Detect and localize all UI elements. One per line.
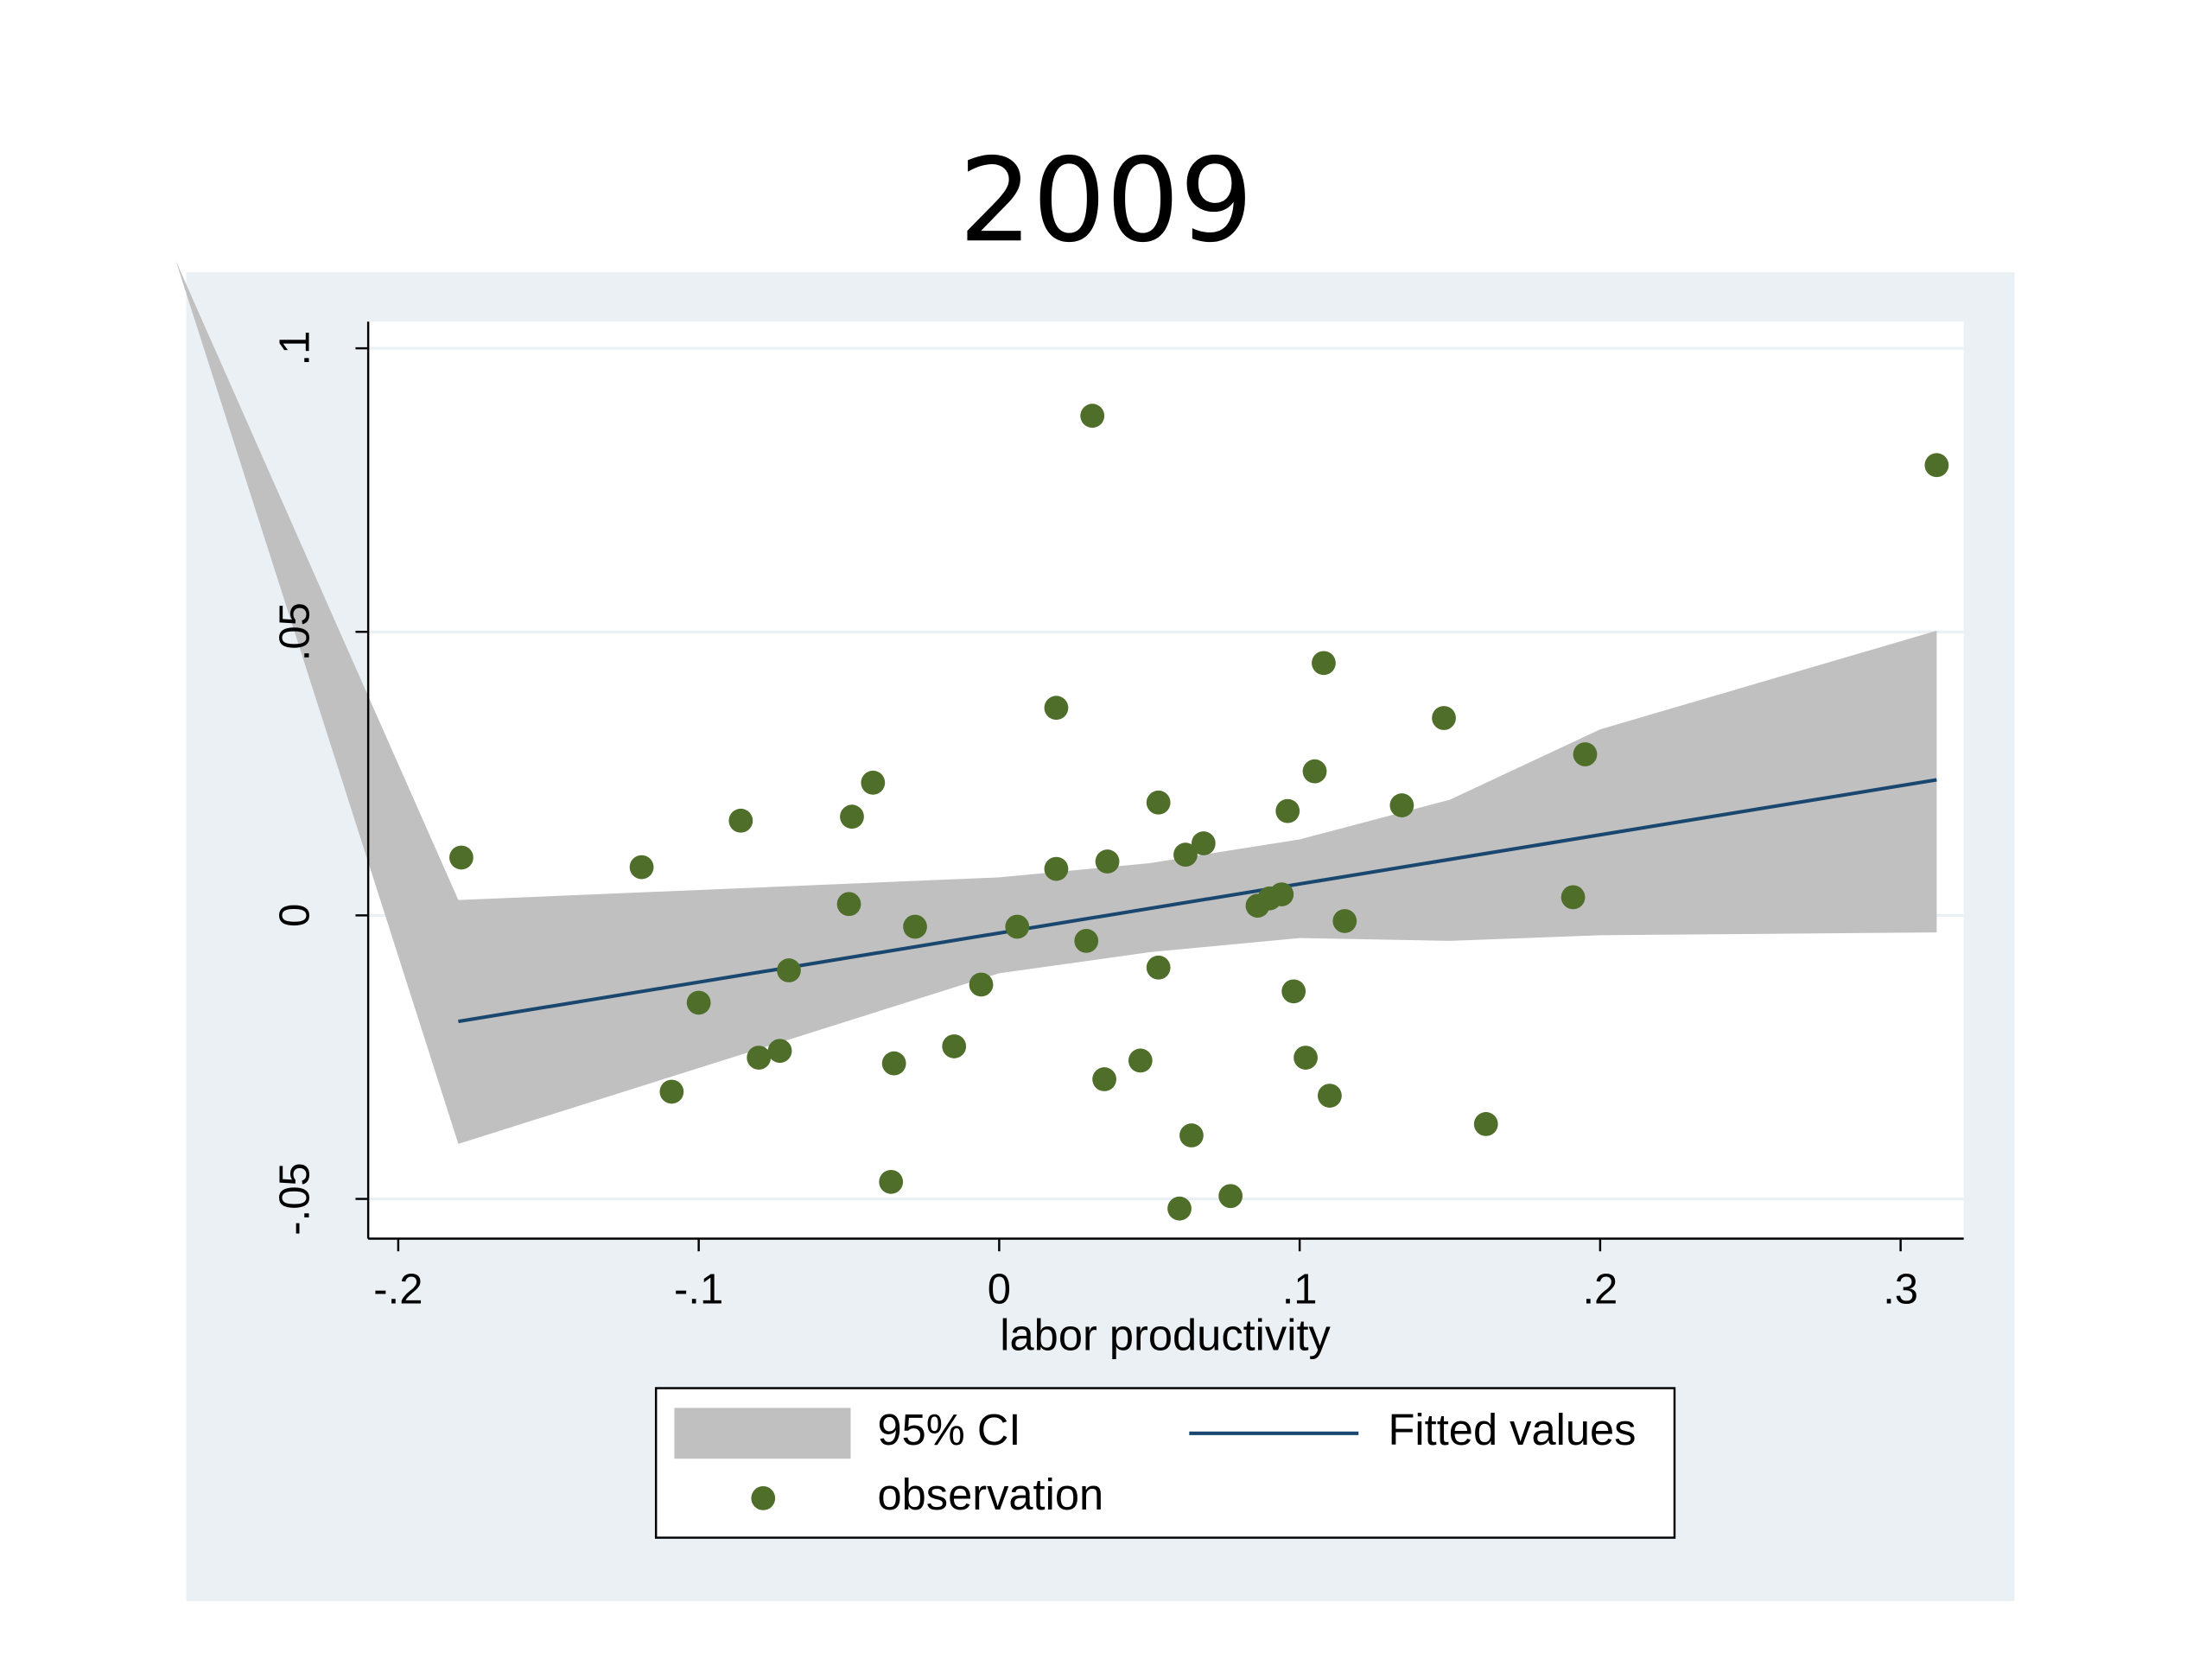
x-tick-label: .2	[1582, 1266, 1618, 1313]
point	[1095, 849, 1120, 874]
y-tick-label: .05	[271, 602, 318, 661]
point	[836, 892, 861, 917]
point	[1432, 706, 1456, 730]
point	[767, 1039, 792, 1064]
axes: -.05 0 .05 .1 -.2 -.1 0 .1 .2 .3	[271, 321, 1964, 1313]
point	[728, 808, 753, 833]
point	[686, 990, 711, 1015]
point	[1146, 955, 1171, 980]
point	[1005, 914, 1030, 939]
legend-label: Fitted values	[1389, 1405, 1637, 1454]
x-tick-label: -.1	[674, 1266, 723, 1313]
point	[1191, 831, 1216, 855]
point	[1294, 1046, 1318, 1070]
point	[1167, 1196, 1192, 1221]
point	[1275, 798, 1300, 823]
point	[1218, 1184, 1243, 1209]
point	[1146, 790, 1171, 815]
point	[777, 958, 801, 982]
point	[1318, 1084, 1342, 1108]
fit-line	[458, 778, 1937, 1024]
point	[861, 770, 886, 795]
point	[1560, 885, 1586, 910]
point	[1044, 696, 1069, 721]
y-tick-label: 0	[271, 904, 318, 927]
point	[840, 804, 864, 830]
point	[1179, 1123, 1204, 1147]
point	[942, 1034, 967, 1058]
point	[1281, 979, 1306, 1004]
legend-label: 95% CI	[878, 1405, 1021, 1454]
point	[1074, 929, 1099, 953]
point	[1573, 742, 1598, 766]
point	[1332, 909, 1357, 933]
legend-swatch	[674, 1408, 851, 1459]
x-axis-label: labor productivity	[1000, 1311, 1331, 1360]
point	[1092, 1067, 1116, 1091]
point	[879, 1169, 904, 1194]
ci-band	[175, 261, 1937, 1144]
y-tick-label: -.05	[271, 1162, 318, 1235]
x-tick-label: 0	[988, 1266, 1011, 1313]
legend-swatch	[751, 1486, 776, 1510]
chart-title: 2009	[959, 133, 1254, 268]
point	[903, 914, 927, 939]
x-tick-label: .3	[1883, 1266, 1918, 1313]
marks	[175, 261, 1949, 1221]
point	[1389, 793, 1414, 817]
x-tick-label: .1	[1282, 1266, 1318, 1313]
x-tick-label: -.2	[373, 1266, 423, 1313]
point	[1173, 842, 1198, 868]
y-tick-label: .1	[271, 331, 318, 366]
point	[449, 845, 474, 870]
point	[1924, 453, 1949, 478]
point	[881, 1051, 906, 1076]
point	[1044, 856, 1069, 881]
point	[1128, 1048, 1153, 1073]
point	[1302, 759, 1327, 784]
point	[1080, 404, 1105, 429]
point	[629, 855, 654, 880]
legend-label: observation	[878, 1470, 1104, 1519]
point	[747, 1046, 772, 1070]
point	[659, 1079, 684, 1104]
point	[969, 972, 994, 997]
point	[1269, 882, 1294, 906]
point	[1473, 1112, 1498, 1136]
point	[1312, 651, 1336, 676]
legend-entries: 95% CI Fitted values observation	[674, 1405, 1636, 1519]
